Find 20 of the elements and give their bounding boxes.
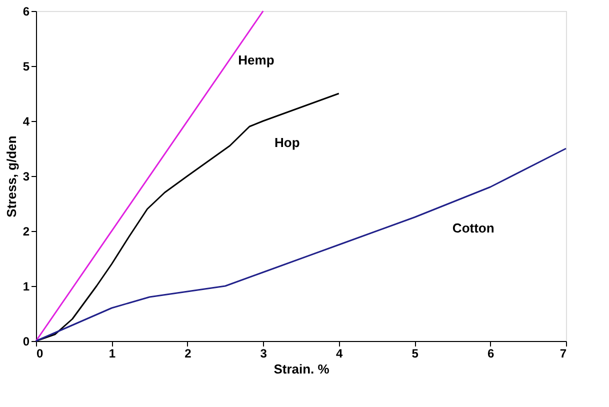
x-tick-label: 2 — [184, 346, 192, 360]
y-tick-label: 0 — [22, 334, 30, 348]
x-tick-label: 6 — [487, 346, 494, 360]
y-tick-label: 2 — [22, 224, 30, 238]
x-tick-label: 7 — [560, 346, 567, 360]
x-tick-label: 0 — [36, 346, 44, 360]
y-tick-label: 4 — [22, 114, 30, 128]
x-tick-label: 4 — [336, 346, 344, 360]
y-axis-title: Stress, g/den — [4, 136, 19, 218]
y-tick-label: 1 — [22, 280, 30, 294]
y-tick-label: 6 — [22, 4, 30, 18]
x-tick-label: 3 — [260, 346, 268, 360]
x-tick-label: 1 — [108, 346, 116, 360]
y-tick-label: 5 — [22, 60, 30, 74]
x-tick-label: 5 — [412, 346, 419, 360]
series-label: Hemp — [238, 52, 274, 68]
y-tick-label: 3 — [22, 170, 30, 184]
series-label: Hop — [274, 135, 300, 150]
series-label: Cotton — [452, 220, 494, 236]
x-axis-title: Strain. % — [274, 362, 330, 376]
